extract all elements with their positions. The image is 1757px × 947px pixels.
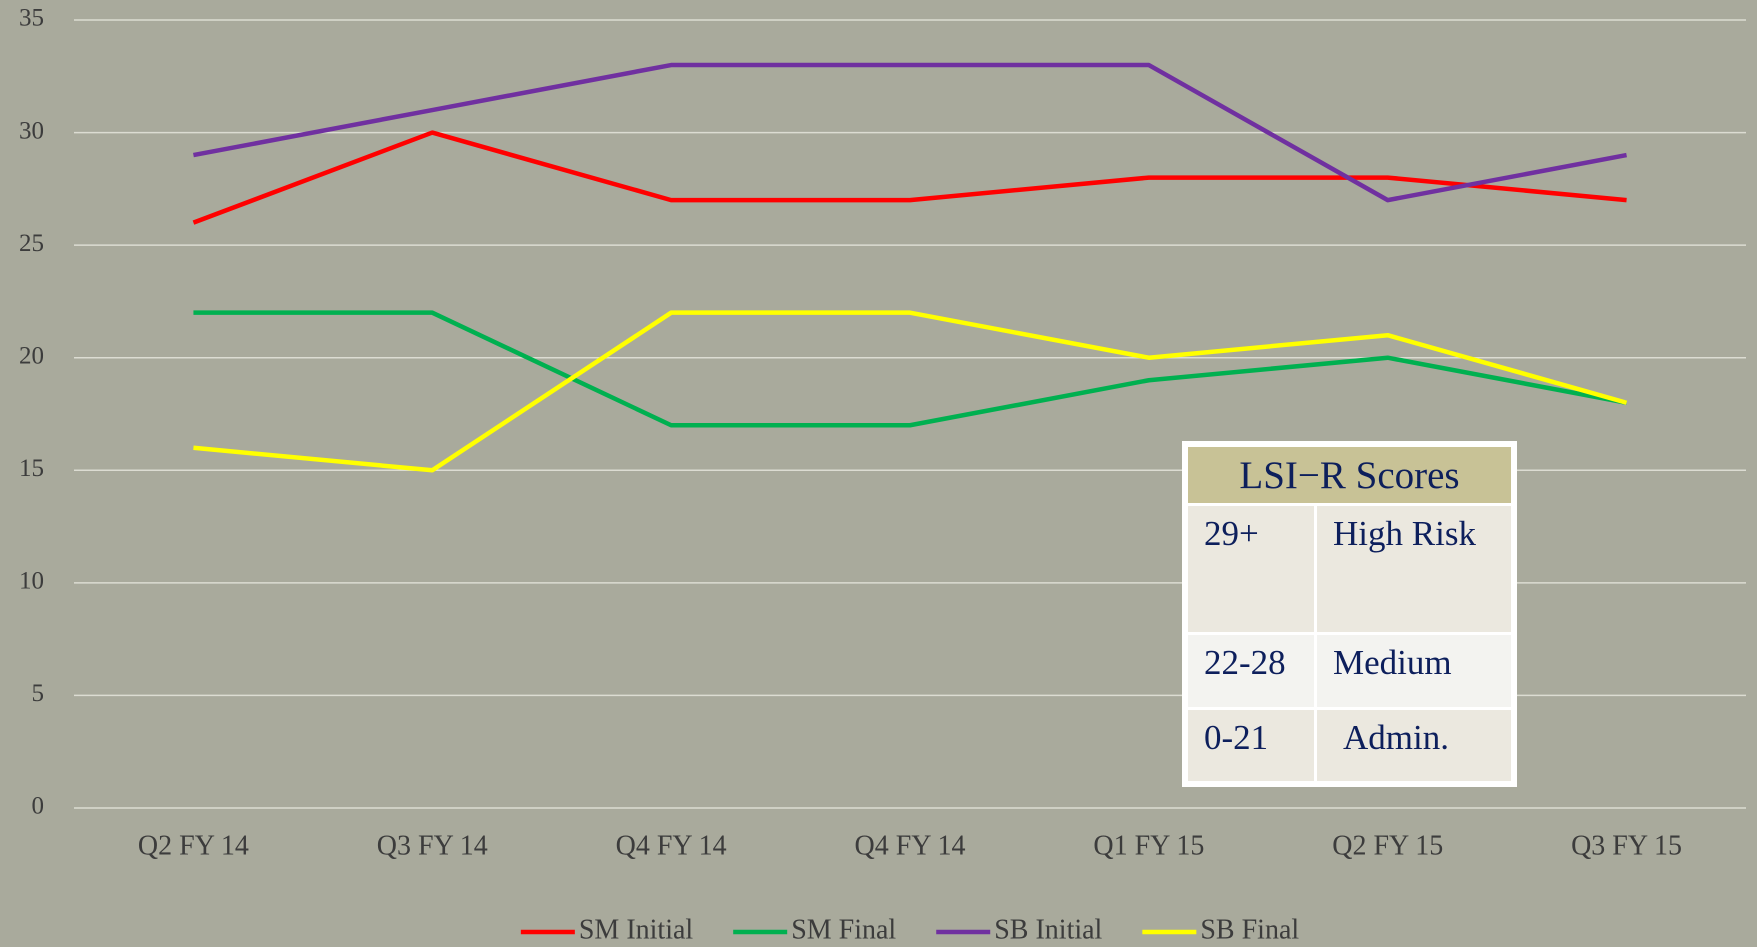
y-tick-label: 5 xyxy=(32,680,45,707)
cell: 22-28 xyxy=(1185,632,1317,710)
cell: High Risk xyxy=(1314,503,1514,635)
series-line xyxy=(193,310,1628,473)
x-tick-label: Q3 FY 14 xyxy=(377,830,488,861)
cell: Medium xyxy=(1314,632,1514,710)
legend-label: SM Final xyxy=(791,914,896,945)
legend-label: SB Initial xyxy=(994,914,1102,945)
legend-label: SM Initial xyxy=(579,914,694,945)
series-line xyxy=(192,130,1627,225)
series-line xyxy=(193,62,1627,203)
series-line xyxy=(193,310,1627,428)
x-tick-label: Q4 FY 14 xyxy=(855,830,966,861)
table-title: LSI−R Scores xyxy=(1185,444,1514,506)
y-tick-label: 0 xyxy=(32,793,45,820)
legend-label: SB Final xyxy=(1200,914,1299,945)
x-tick-label: Q3 FY 15 xyxy=(1571,830,1682,861)
x-tick-label: Q4 FY 14 xyxy=(616,830,727,861)
x-tick-label: Q1 FY 15 xyxy=(1093,830,1204,861)
cell: 0-21 xyxy=(1185,706,1317,784)
y-tick-label: 20 xyxy=(19,342,44,369)
y-tick-label: 30 xyxy=(19,117,44,144)
y-tick-label: 35 xyxy=(19,5,44,32)
score-table: LSI−R Scores 29+ High Risk 22-28 Medium 0-… xyxy=(1182,441,1517,787)
cell: Admin. xyxy=(1314,706,1514,784)
cell: 29+ xyxy=(1185,503,1317,635)
x-tick-label: Q2 FY 15 xyxy=(1332,830,1443,861)
y-tick-label: 15 xyxy=(19,455,44,482)
y-tick-label: 10 xyxy=(19,568,44,595)
table: LSI−R Scores 29+ High Risk 22-28 Medium 0-… xyxy=(1185,444,1514,784)
y-tick-label: 25 xyxy=(19,230,44,257)
x-tick-label: Q2 FY 14 xyxy=(138,830,249,861)
